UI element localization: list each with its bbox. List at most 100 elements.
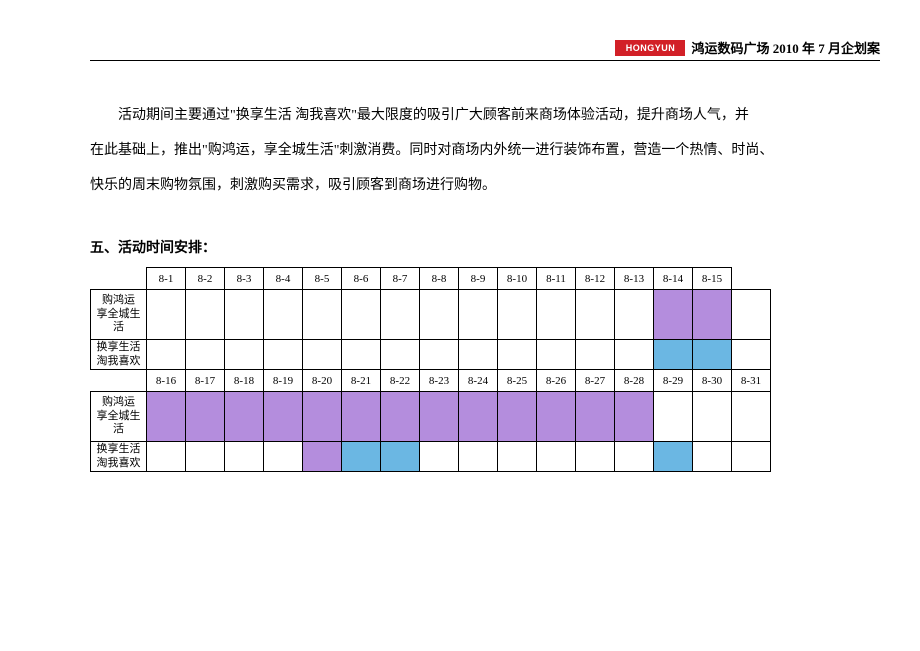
row-label-a1: 购鸿运享全城生活 (91, 290, 147, 340)
schedule-cell (459, 442, 498, 472)
date-cell: 8-29 (654, 370, 693, 392)
schedule-cell (693, 392, 732, 442)
schedule-cell (615, 340, 654, 370)
schedule-cell (342, 340, 381, 370)
date-cell: 8-20 (303, 370, 342, 392)
schedule-cell (225, 340, 264, 370)
header-title: 鸿运数码广场 2010 年 7 月企划案 (691, 38, 880, 57)
schedule-cell (498, 442, 537, 472)
schedule-cell (147, 290, 186, 340)
date-cell: 8-11 (537, 268, 576, 290)
schedule-cell (576, 290, 615, 340)
date-cell: 8-19 (264, 370, 303, 392)
para-line-3: 快乐的周末购物氛围，刺激购买需求，吸引顾客到商场进行购物。 (90, 178, 496, 193)
schedule-cell (537, 340, 576, 370)
date-cell: 8-10 (498, 268, 537, 290)
date-cell: 8-21 (342, 370, 381, 392)
date-cell: 8-8 (420, 268, 459, 290)
date-cell: 8-25 (498, 370, 537, 392)
logo-badge: HONGYUN (615, 40, 685, 56)
date-header-row-1: 8-18-28-38-48-58-68-78-88-98-108-118-128… (91, 268, 771, 290)
schedule-cell (420, 392, 459, 442)
schedule-cell (498, 290, 537, 340)
schedule-cell (186, 340, 225, 370)
date-cell: 8-23 (420, 370, 459, 392)
header-empty-cell (91, 268, 147, 290)
date-cell: 8-16 (147, 370, 186, 392)
date-cell: 8-6 (342, 268, 381, 290)
schedule-cell (732, 442, 771, 472)
schedule-cell (147, 392, 186, 442)
schedule-cell (303, 290, 342, 340)
schedule-cell (420, 442, 459, 472)
schedule-cell (264, 290, 303, 340)
date-cell: 8-26 (537, 370, 576, 392)
date-header-row-2: 8-168-178-188-198-208-218-228-238-248-25… (91, 370, 771, 392)
date-cell: 8-12 (576, 268, 615, 290)
page-header: HONGYUN 鸿运数码广场 2010 年 7 月企划案 (615, 38, 880, 57)
body-paragraph: 活动期间主要通过"换享生活 淘我喜欢"最大限度的吸引广大顾客前来商场体验活动，提… (90, 98, 880, 203)
row-label-a2: 购鸿运享全城生活 (91, 392, 147, 442)
schedule-cell (615, 392, 654, 442)
para-line-1: 活动期间主要通过"换享生活 淘我喜欢"最大限度的吸引广大顾客前来商场体验活动，提… (118, 108, 749, 123)
date-cell (732, 268, 771, 290)
schedule-cell (186, 290, 225, 340)
schedule-cell (303, 340, 342, 370)
schedule-cell (459, 392, 498, 442)
schedule-cell (186, 392, 225, 442)
schedule-cell (459, 290, 498, 340)
date-cell: 8-18 (225, 370, 264, 392)
row-label-b2: 换享生活淘我喜欢 (91, 442, 147, 472)
schedule-cell (264, 392, 303, 442)
schedule-cell (654, 442, 693, 472)
date-cell: 8-3 (225, 268, 264, 290)
schedule-cell (459, 340, 498, 370)
schedule-cell (732, 290, 771, 340)
schedule-cell (342, 392, 381, 442)
page: HONGYUN 鸿运数码广场 2010 年 7 月企划案 活动期间主要通过"换享… (0, 0, 920, 651)
schedule-cell (342, 290, 381, 340)
schedule-cell (225, 392, 264, 442)
schedule-cell (654, 290, 693, 340)
schedule-cell (732, 392, 771, 442)
date-cell: 8-27 (576, 370, 615, 392)
schedule-cell (654, 340, 693, 370)
schedule-cell (420, 340, 459, 370)
schedule-cell (381, 442, 420, 472)
header-rule (90, 60, 880, 61)
schedule-cell (693, 340, 732, 370)
date-cell: 8-17 (186, 370, 225, 392)
schedule-cell (264, 442, 303, 472)
schedule-cell (537, 392, 576, 442)
schedule-cell (537, 442, 576, 472)
schedule-cell (381, 290, 420, 340)
schedule-cell (225, 290, 264, 340)
schedule-cell (498, 340, 537, 370)
activity-row-a2: 购鸿运享全城生活 (91, 392, 771, 442)
schedule-cell (654, 392, 693, 442)
date-cell: 8-2 (186, 268, 225, 290)
schedule-cell (147, 340, 186, 370)
schedule-cell (693, 290, 732, 340)
schedule-cell (576, 340, 615, 370)
date-cell: 8-24 (459, 370, 498, 392)
schedule-cell (537, 290, 576, 340)
date-cell: 8-13 (615, 268, 654, 290)
schedule-cell (693, 442, 732, 472)
schedule-cell (303, 442, 342, 472)
para-line-2: 在此基础上，推出"购鸿运，享全城生活"刺激消费。同时对商场内外统一进行装饰布置，… (90, 143, 773, 158)
schedule-cell (147, 442, 186, 472)
schedule-cell (615, 442, 654, 472)
schedule-cell (732, 340, 771, 370)
date-cell: 8-14 (654, 268, 693, 290)
row-label-b1: 换享生活淘我喜欢 (91, 340, 147, 370)
date-cell: 8-30 (693, 370, 732, 392)
schedule-cell (381, 392, 420, 442)
date-cell: 8-15 (693, 268, 732, 290)
section-title: 五、活动时间安排： (90, 237, 880, 257)
schedule-cell (225, 442, 264, 472)
schedule-cell (264, 340, 303, 370)
activity-row-b1: 换享生活淘我喜欢 (91, 340, 771, 370)
schedule-cell (576, 392, 615, 442)
date-cell: 8-9 (459, 268, 498, 290)
